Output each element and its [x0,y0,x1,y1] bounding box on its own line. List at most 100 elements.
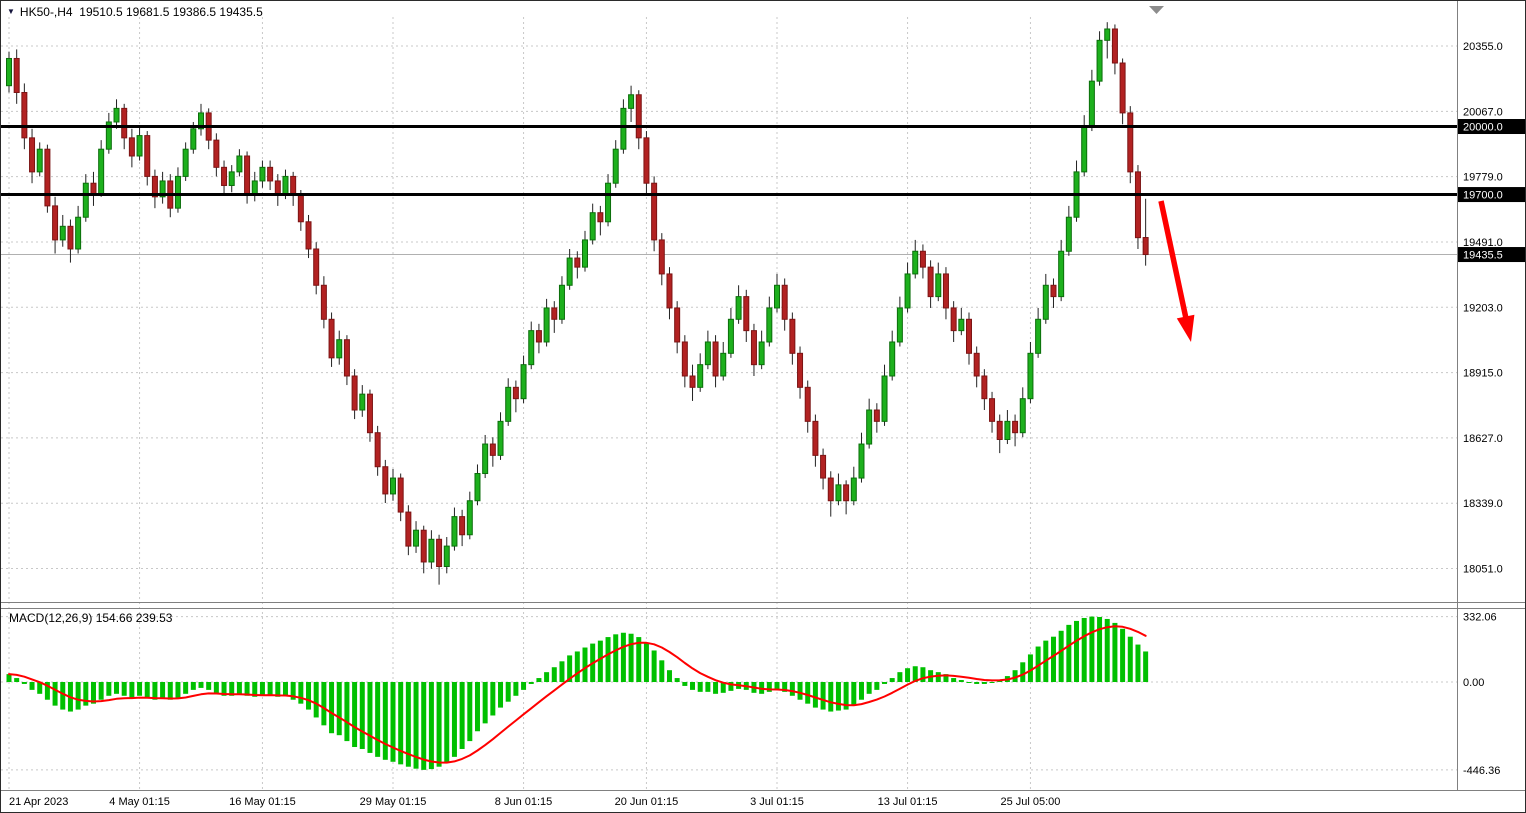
candle-bullish [236,155,243,173]
macd-histogram-bar [229,682,235,696]
candle-bullish [413,529,420,547]
macd-tick-label: 332.06 [1463,612,1497,624]
macd-histogram-bar [129,682,135,698]
candle-bearish [873,409,880,422]
macd-histogram-bar [659,660,665,682]
macd-histogram-bar [144,682,150,698]
candle-bullish [182,148,189,177]
macd-histogram-bar [636,637,642,682]
macd-histogram-bar [444,682,450,763]
candle-bearish [67,225,74,250]
macd-histogram-bar [951,678,957,682]
macd-histogram-bar [121,682,127,696]
candle-bullish [766,307,773,343]
macd-histogram-bar [428,682,434,770]
macd-histogram-bar [805,682,811,704]
macd-histogram-bar [1066,624,1072,682]
candle-bullish [628,94,635,109]
candle-bearish [297,194,304,223]
candle-bullish [1042,284,1049,320]
price-tick-label: 18051.0 [1463,564,1503,576]
macd-histogram-bar [359,682,365,749]
macd-histogram-bar [1074,620,1080,682]
grid [1,17,1457,789]
candle-bullish [466,500,473,536]
price-axis[interactable]: 20355.0 20067.0 19779.0 19491.0 19203.0 18915… [1458,41,1526,777]
macd-histogram-bar [52,682,58,706]
candle-bearish [1012,420,1019,434]
trend-arrow-head[interactable] [1176,314,1195,342]
candle-bearish [328,318,335,359]
candle-bearish [820,454,827,479]
macd-histogram-bar [536,678,542,682]
candle-bearish [743,296,750,332]
candle-bearish [551,307,558,320]
candle-bullish [1096,39,1103,82]
candle-bearish [267,166,274,182]
trend-arrow[interactable] [1158,200,1195,342]
macd-indicator-label: MACD(12,26,9) 154.66 239.53 [9,611,173,625]
macd-histogram-bar [290,682,296,700]
macd-histogram-bar [582,647,588,682]
candle-bearish [597,212,604,223]
macd-histogram-bar [451,682,457,757]
candle-bullish [704,341,711,366]
macd-histogram-bar [190,682,196,690]
candle-bearish [144,135,151,177]
candle-bearish [489,443,496,456]
one-click-trading-toggle-icon[interactable]: ▼ [7,7,15,16]
candle-bullish [174,175,181,209]
candle-bullish [566,257,573,286]
macd-histogram-bar [352,682,358,748]
macd-histogram-bar [643,642,649,682]
candle-bearish [966,318,972,354]
macd-histogram-bar [1120,628,1126,682]
macd-histogram-bar [336,682,342,736]
candle-bearish [658,239,665,275]
candle-bullish [850,477,857,502]
candle-bullish [1019,398,1026,434]
macd-histogram-bar [789,682,795,696]
macd-histogram-bar [544,672,550,682]
macd-histogram-bar [275,682,281,697]
macd-histogram-bar [551,667,557,682]
macd-histogram-bar [505,682,511,702]
time-axis[interactable]: 21 Apr 2023 4 May 01:15 16 May 01:15 29 May… [9,796,1060,808]
time-axis-label: 4 May 01:15 [109,796,170,808]
price-tick-label: 20355.0 [1463,41,1503,53]
candle-bullish [605,182,612,223]
macd-histogram [6,616,1149,770]
macd-histogram-bar [958,680,964,682]
candle-bearish [151,175,158,198]
symbol-ohlc-label: HK50-,H4 19510.5 19681.5 19386.5 19435.5 [19,5,263,19]
candle-bearish [1127,112,1134,173]
trend-arrow-shaft[interactable] [1158,200,1190,324]
candle-bullish [1104,28,1111,41]
candle-bearish [313,248,320,286]
macd-histogram-bar [206,682,212,690]
macd-histogram-bar [329,682,335,734]
candle-bearish [989,398,996,422]
candle-bearish [128,137,135,157]
candle-bearish [366,393,373,434]
macd-histogram-bar [1104,618,1110,682]
macd-histogram-bar [912,666,918,682]
chart-shift-marker-icon[interactable] [1149,6,1164,14]
macd-histogram-bar [567,655,573,682]
candle-bullish [159,180,166,198]
candle-bullish [720,352,727,377]
current-price-badge-label: 19435.5 [1463,250,1503,262]
candle-bearish [29,137,36,173]
macd-histogram-bar [1058,630,1064,682]
candle-bullish [428,538,435,563]
candle-bearish [812,420,819,456]
candle-bullish [497,420,504,456]
macd-histogram-bar [37,682,43,694]
macd-histogram-bar [820,682,826,710]
candle-bearish [44,148,51,207]
price-tick-label: 18627.0 [1463,433,1503,445]
price-tick-label: 19491.0 [1463,237,1503,249]
macd-histogram-bar [482,682,488,724]
